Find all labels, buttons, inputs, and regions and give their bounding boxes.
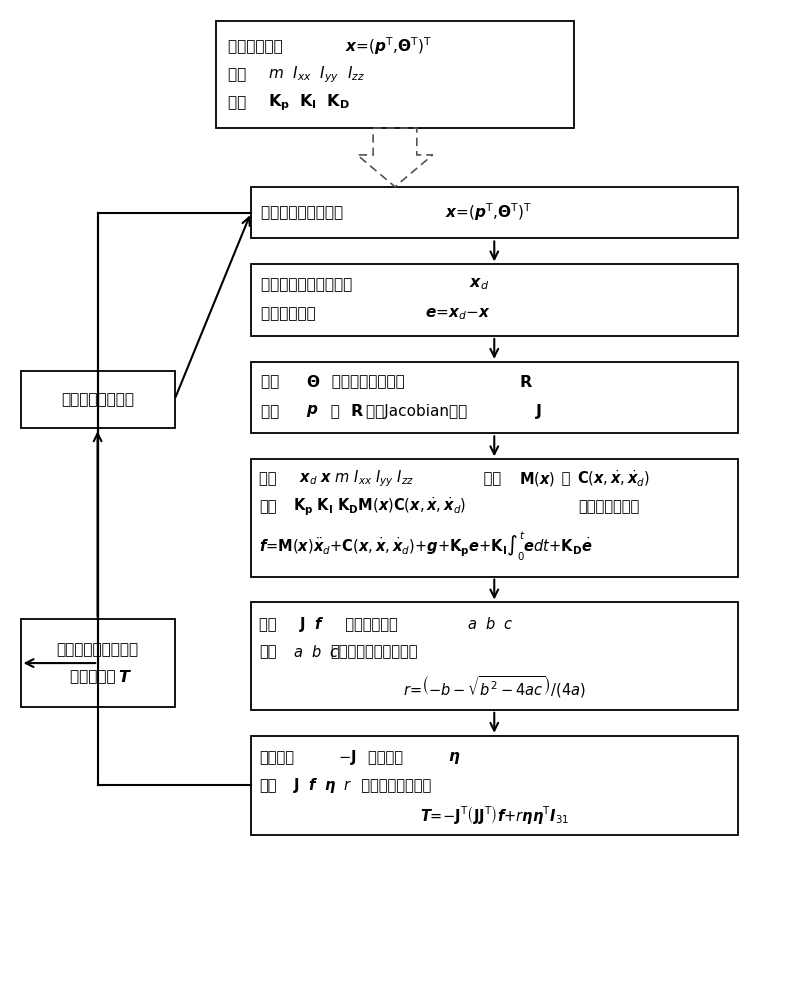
Text: $a$  $b$  $c$: $a$ $b$ $c$ xyxy=(467,616,514,632)
Text: 求解矩阵: 求解矩阵 xyxy=(259,750,294,765)
Text: 根据: 根据 xyxy=(261,404,289,419)
Text: 确定: 确定 xyxy=(228,95,256,110)
Text: $m$  $I_{xx}$  $I_{yy}$  $I_{zz}$: $m$ $I_{xx}$ $I_{yy}$ $I_{zz}$ xyxy=(268,64,365,85)
Text: 与: 与 xyxy=(320,404,339,419)
Text: 传感器获取机构状态: 传感器获取机构状态 xyxy=(261,205,352,220)
Text: $\boldsymbol{x}_{d}$ $\boldsymbol{x}$ $m$ $I_{xx}$ $I_{yy}$ $I_{zz}$: $\boldsymbol{x}_{d}$ $\boldsymbol{x}$ $m… xyxy=(298,469,414,489)
Bar xyxy=(251,362,738,433)
Text: $\boldsymbol{\eta}$: $\boldsymbol{\eta}$ xyxy=(447,750,460,766)
Text: $\boldsymbol{x}$=($\boldsymbol{p}^{\mathrm{T}}$,$\boldsymbol{\Theta}^{\mathrm{T}: $\boldsymbol{x}$=($\boldsymbol{p}^{\math… xyxy=(444,202,531,223)
Text: 求解中间变量: 求解中间变量 xyxy=(337,617,398,632)
Text: $-\mathbf{J}$: $-\mathbf{J}$ xyxy=(338,748,356,767)
Bar xyxy=(251,602,738,710)
Text: $\mathbf{J}$: $\mathbf{J}$ xyxy=(535,402,542,421)
Bar xyxy=(251,264,738,336)
Text: $\boldsymbol{\Theta}$: $\boldsymbol{\Theta}$ xyxy=(305,374,319,390)
Text: $\boldsymbol{x}$=($\boldsymbol{p}^{\mathrm{T}}$,$\boldsymbol{\Theta}^{\mathrm{T}: $\boldsymbol{x}$=($\boldsymbol{p}^{\math… xyxy=(345,36,432,57)
Text: $\mathbf{M}(\boldsymbol{x})$: $\mathbf{M}(\boldsymbol{x})$ xyxy=(519,470,555,488)
Bar xyxy=(251,736,738,835)
Text: $\mathbf{J}$  $\boldsymbol{f}$: $\mathbf{J}$ $\boldsymbol{f}$ xyxy=(298,615,324,634)
Text: 求解Jacobian矩阵: 求解Jacobian矩阵 xyxy=(366,404,477,419)
Text: 求解: 求解 xyxy=(480,472,506,487)
Bar xyxy=(251,187,738,238)
Text: 根据: 根据 xyxy=(261,374,289,389)
Text: $r$=$\left(-b-\sqrt{b^{2}-4ac}\right)$/$\left(4a\right)$: $r$=$\left(-b-\sqrt{b^{2}-4ac}\right)$/$… xyxy=(403,674,586,700)
Text: 求解当前时刻目标状态: 求解当前时刻目标状态 xyxy=(261,277,367,292)
Text: $\mathbf{C}(\boldsymbol{x},\dot{\boldsymbol{x}},\dot{\boldsymbol{x}}_{d})$: $\mathbf{C}(\boldsymbol{x},\dot{\boldsym… xyxy=(577,469,650,489)
Text: 求解最小张力超球半径: 求解最小张力超球半径 xyxy=(330,645,418,660)
Text: 柔索驱动电机执行张: 柔索驱动电机执行张 xyxy=(57,642,139,657)
Text: 求解控制伪指令: 求解控制伪指令 xyxy=(579,499,640,514)
Text: $\mathbf{R}$: $\mathbf{R}$ xyxy=(519,374,533,390)
Text: 力分配向量: 力分配向量 xyxy=(70,670,126,685)
Text: $\boldsymbol{T}$: $\boldsymbol{T}$ xyxy=(119,669,133,685)
Text: 求解运动误差: 求解运动误差 xyxy=(261,307,355,322)
Text: $\boldsymbol{p}$: $\boldsymbol{p}$ xyxy=(305,403,318,419)
Text: $\boldsymbol{x}_{d}$: $\boldsymbol{x}_{d}$ xyxy=(469,276,490,292)
Text: 并联冗余柔索机构: 并联冗余柔索机构 xyxy=(61,392,134,407)
Text: 与: 与 xyxy=(557,472,570,487)
Bar xyxy=(20,371,174,428)
Text: $\boldsymbol{e}$=$\boldsymbol{x}_{d}$−$\boldsymbol{x}$: $\boldsymbol{e}$=$\boldsymbol{x}_{d}$−$\… xyxy=(425,306,490,322)
Text: 求解姿态转换矩阵: 求解姿态转换矩阵 xyxy=(323,374,415,389)
Text: 获取: 获取 xyxy=(228,67,256,82)
Bar xyxy=(216,21,574,128)
Text: $a$  $b$  $c$: $a$ $b$ $c$ xyxy=(293,644,339,660)
Text: 根据: 根据 xyxy=(259,645,276,660)
Text: 的零空间: 的零空间 xyxy=(368,750,412,765)
Text: 根据: 根据 xyxy=(259,472,281,487)
Text: $\mathbf{K}_{\mathbf{p}}$ $\mathbf{K}_{\mathbf{I}}$ $\mathbf{K}_{\mathbf{D}}$$\m: $\mathbf{K}_{\mathbf{p}}$ $\mathbf{K}_{\… xyxy=(293,496,466,518)
Bar xyxy=(251,459,738,577)
Text: $\boldsymbol{T}$=$-\mathbf{J}^{\mathrm{T}}\left(\mathbf{J}\mathbf{J}^{\mathrm{T}: $\boldsymbol{T}$=$-\mathbf{J}^{\mathrm{T… xyxy=(420,804,569,826)
Text: $\mathbf{K}_{\mathbf{p}}$  $\mathbf{K}_{\mathbf{I}}$  $\mathbf{K}_{\mathbf{D}}$: $\mathbf{K}_{\mathbf{p}}$ $\mathbf{K}_{\… xyxy=(268,92,349,113)
Text: 求解张力分配向量: 求解张力分配向量 xyxy=(352,778,432,793)
Text: 定义状态空间: 定义状态空间 xyxy=(228,39,293,54)
Text: 根据: 根据 xyxy=(259,617,281,632)
Text: 根据: 根据 xyxy=(259,499,276,514)
Text: 根据: 根据 xyxy=(259,778,276,793)
Text: $\boldsymbol{f}$=$\mathbf{M}(\boldsymbol{x})\ddot{\boldsymbol{x}}_{d}$+$\mathbf{: $\boldsymbol{f}$=$\mathbf{M}(\boldsymbol… xyxy=(259,530,593,563)
Text: $\mathbf{J}$  $\boldsymbol{f}$  $\boldsymbol{\eta}$  $r$: $\mathbf{J}$ $\boldsymbol{f}$ $\boldsymb… xyxy=(293,776,352,795)
Text: $\mathbf{R}$: $\mathbf{R}$ xyxy=(350,403,364,419)
Bar xyxy=(20,619,174,707)
